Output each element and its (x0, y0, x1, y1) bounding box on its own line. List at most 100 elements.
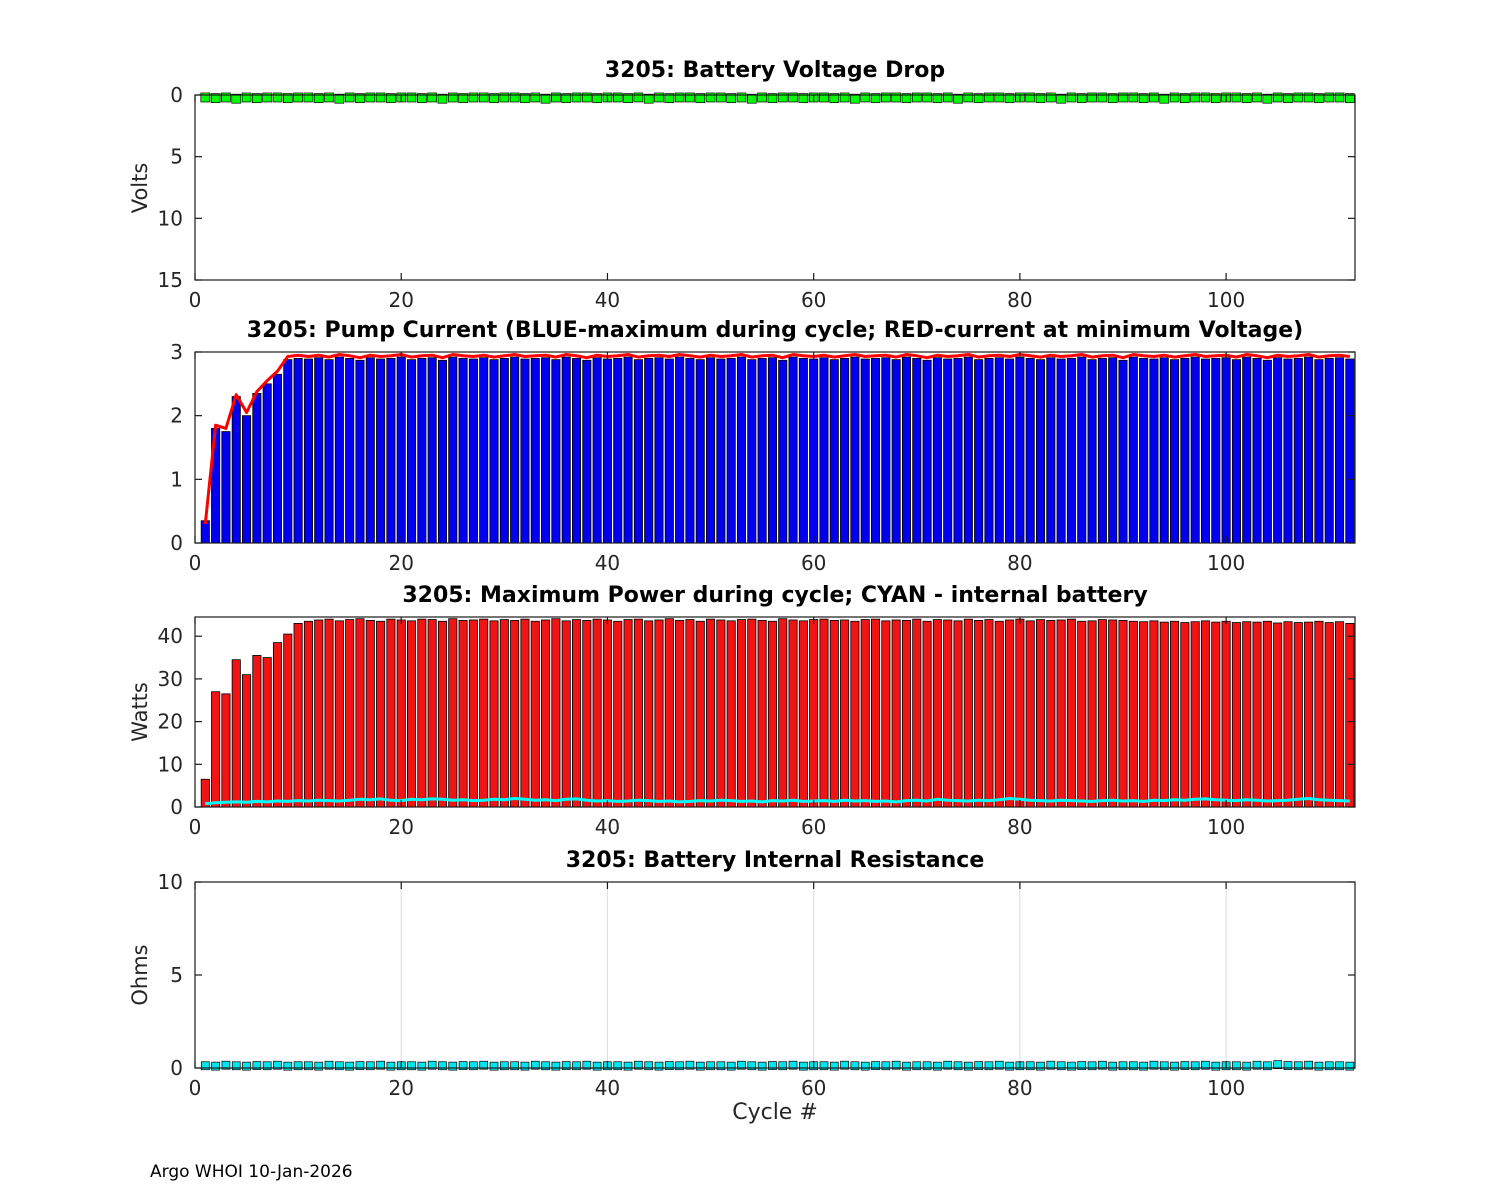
pump-current-line (203, 353, 1350, 525)
marker (1056, 1061, 1066, 1071)
marker (1159, 1061, 1169, 1071)
bar (1293, 622, 1303, 808)
bar (901, 620, 911, 808)
y-axis-label-watts: Watts (128, 682, 152, 742)
bar (1108, 357, 1118, 544)
bar (1190, 621, 1200, 808)
bar (633, 618, 643, 808)
bar (654, 357, 664, 544)
marker (273, 1060, 282, 1070)
x-tick-label: 20 (388, 288, 413, 312)
marker (726, 1061, 736, 1071)
marker (375, 92, 386, 103)
bar (736, 619, 747, 808)
marker (447, 92, 458, 103)
bar (788, 619, 798, 808)
x-tick-label: 100 (1207, 815, 1245, 839)
marker (933, 1061, 942, 1071)
marker (1067, 1061, 1076, 1071)
bar (1087, 620, 1097, 808)
marker (427, 92, 438, 103)
bar (891, 359, 901, 544)
marker (1097, 92, 1108, 103)
marker (912, 1061, 922, 1071)
bar (1314, 359, 1324, 544)
marker (1066, 92, 1077, 103)
bar (252, 655, 262, 808)
bar (757, 620, 767, 808)
bar (231, 396, 241, 544)
bar (623, 356, 633, 544)
marker (1045, 92, 1056, 103)
chart-title-voltage-drop: 3205: Battery Voltage Drop (604, 58, 946, 83)
bar (1005, 358, 1015, 544)
bar (736, 356, 747, 544)
bar (788, 356, 798, 544)
bar (984, 357, 994, 544)
bar (345, 619, 355, 808)
marker (293, 92, 303, 103)
bar (386, 618, 396, 808)
bar (675, 356, 685, 544)
bar (407, 359, 417, 544)
marker (324, 92, 334, 103)
bar (365, 357, 375, 544)
marker (530, 92, 541, 103)
marker (1087, 92, 1097, 103)
bar (778, 618, 788, 808)
bar (1211, 357, 1221, 544)
bar (417, 357, 427, 544)
marker (252, 1061, 262, 1070)
bar (1221, 620, 1231, 808)
bar (932, 619, 942, 808)
bar (644, 357, 654, 544)
bar (376, 358, 386, 544)
bar (1324, 622, 1334, 808)
bar (458, 357, 468, 544)
marker (355, 1061, 365, 1070)
marker (963, 1061, 973, 1071)
bar (1056, 619, 1066, 808)
marker (469, 1061, 478, 1071)
marker (499, 92, 510, 103)
bar (716, 358, 726, 544)
marker (799, 1061, 808, 1071)
marker (200, 1061, 210, 1071)
bar (819, 618, 829, 808)
marker (695, 93, 706, 103)
bar (1025, 620, 1035, 808)
bar (819, 357, 829, 544)
bar (1200, 358, 1211, 544)
bar (1066, 357, 1076, 544)
marker (819, 92, 829, 103)
bar (1025, 357, 1035, 544)
y-axis-label-volts: Volts (128, 162, 152, 214)
bar (1159, 357, 1169, 544)
bar (664, 358, 674, 544)
bar (1077, 620, 1087, 808)
bar (582, 359, 592, 544)
marker (1046, 1060, 1056, 1070)
marker (1252, 92, 1262, 103)
bar (1015, 618, 1025, 808)
marker (1262, 93, 1273, 104)
marker (313, 93, 324, 103)
marker (592, 1061, 602, 1071)
marker (1314, 93, 1324, 103)
bar (1190, 356, 1200, 544)
marker (891, 1060, 901, 1070)
bar (592, 357, 602, 544)
footer-note: Argo WHOI 10-Jan-2026 (150, 1162, 353, 1182)
marker (860, 92, 871, 103)
bar (685, 619, 695, 808)
marker (870, 93, 881, 103)
marker (1293, 1061, 1303, 1071)
bar (623, 619, 633, 808)
bar (582, 620, 592, 808)
x-tick-label: 20 (388, 551, 413, 575)
bar (211, 691, 221, 808)
bar (1335, 621, 1345, 808)
marker (200, 92, 211, 103)
bar (1159, 621, 1169, 808)
